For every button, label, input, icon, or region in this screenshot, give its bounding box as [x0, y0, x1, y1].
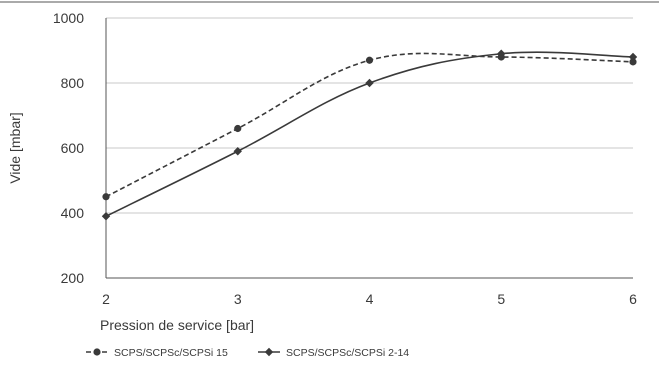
x-tick-label: 4 — [366, 291, 374, 307]
data-point — [365, 56, 374, 64]
series-lines — [101, 49, 638, 221]
data-point — [365, 78, 374, 88]
data-point — [102, 193, 110, 201]
x-tick-label: 6 — [629, 291, 637, 307]
data-point — [629, 58, 637, 66]
y-tick-label: 800 — [61, 75, 85, 91]
axes — [105, 18, 633, 279]
legend-marker — [264, 347, 274, 357]
data-point — [497, 49, 506, 58]
y-tick-label: 400 — [61, 205, 85, 221]
tick-labels: 200 400 600 800 1000 2 3 4 5 6 — [53, 10, 637, 307]
series-2 — [101, 49, 638, 221]
gridlines — [106, 17, 633, 214]
y-tick-label: 600 — [61, 140, 85, 156]
legend-item: SCPS/SCPSc/SCPSi 15 — [86, 347, 228, 359]
series-line — [105, 52, 634, 198]
series-line — [105, 51, 634, 217]
legend-marker — [93, 348, 101, 356]
y-tick-label: 200 — [61, 270, 85, 286]
y-tick-label: 1000 — [53, 10, 84, 26]
data-point — [233, 147, 242, 156]
legend-label: SCPS/SCPSc/SCPSi 15 — [114, 347, 228, 359]
data-point — [234, 124, 242, 133]
x-tick-label: 2 — [102, 291, 110, 307]
y-axis-title: Vide [mbar] — [7, 112, 23, 183]
legend: SCPS/SCPSc/SCPSi 15 SCPS/SCPSc/SCPSi 2-14 — [86, 347, 409, 359]
x-tick-label: 5 — [497, 291, 505, 307]
x-axis-title: Pression de service [bar] — [100, 317, 254, 333]
legend-label: SCPS/SCPSc/SCPSi 2-14 — [286, 347, 409, 359]
legend-item: SCPS/SCPSc/SCPSi 2-14 — [258, 347, 409, 359]
data-point — [628, 52, 638, 62]
x-tick-label: 3 — [234, 291, 242, 307]
data-point — [101, 212, 111, 221]
